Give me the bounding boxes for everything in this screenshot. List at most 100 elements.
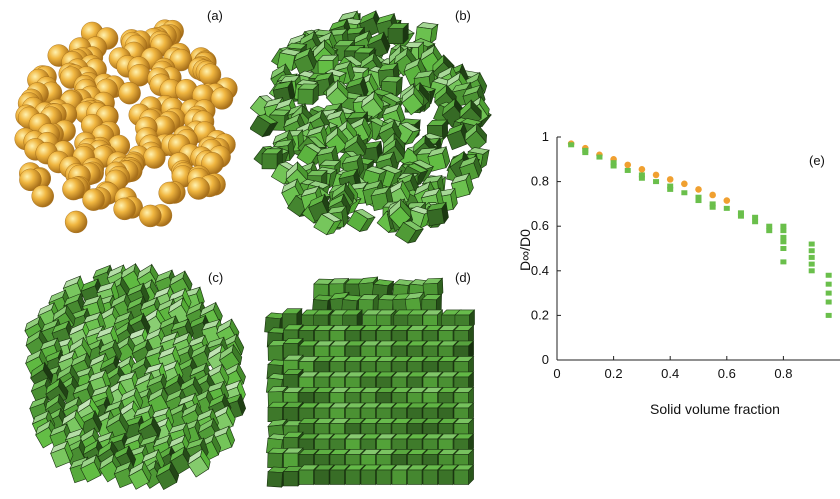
x-axis-label: Solid volume fraction bbox=[650, 401, 780, 417]
data-point-square bbox=[695, 194, 702, 200]
cube bbox=[50, 440, 74, 468]
cube bbox=[453, 464, 475, 486]
data-point-square bbox=[624, 167, 631, 173]
cube bbox=[387, 22, 410, 45]
scatter-chart: 0 0.2 0.4 0.6 0.8 0 0.2 0.4 0.6 0.8 1 (e) Solid vo… bbox=[517, 129, 840, 417]
data-point-square bbox=[610, 163, 617, 169]
data-point-square bbox=[638, 172, 645, 178]
data-point-square bbox=[766, 228, 773, 234]
y-axis-label: D∞/D0 bbox=[517, 229, 533, 271]
cube bbox=[317, 54, 339, 77]
data-point-circle bbox=[723, 197, 731, 204]
y-tick-label: 0.4 bbox=[531, 263, 549, 278]
cube bbox=[426, 201, 449, 227]
data-point-circle bbox=[624, 161, 632, 169]
sphere bbox=[113, 197, 136, 221]
x-tick-label: 0.8 bbox=[774, 366, 792, 381]
cube bbox=[414, 22, 439, 45]
data-point-square bbox=[808, 268, 815, 274]
data-point-square bbox=[808, 261, 815, 267]
data-point-square bbox=[737, 213, 744, 219]
chart-points bbox=[567, 140, 832, 318]
y-axis-label-text: D∞/D0 bbox=[517, 229, 533, 271]
data-point-square bbox=[638, 175, 645, 181]
data-point-square bbox=[825, 272, 832, 278]
cube bbox=[293, 47, 317, 76]
data-point-square bbox=[582, 150, 589, 156]
panel-a-label: (a) bbox=[207, 8, 223, 23]
data-point-square bbox=[653, 179, 660, 185]
cube bbox=[155, 461, 180, 491]
sphere bbox=[19, 168, 42, 192]
panel-e-label: (e) bbox=[809, 153, 825, 168]
sphere bbox=[158, 181, 181, 205]
data-point-square bbox=[568, 142, 575, 148]
panel-b: (b) bbox=[249, 0, 495, 245]
data-point-circle bbox=[666, 176, 674, 183]
data-point-square bbox=[737, 210, 744, 216]
x-tick-label: 0.6 bbox=[718, 366, 736, 381]
cube bbox=[346, 208, 376, 233]
cube bbox=[380, 75, 404, 98]
random-cube-packing-illustration bbox=[249, 10, 492, 244]
data-point-square bbox=[752, 214, 759, 220]
data-point-square bbox=[766, 223, 773, 229]
y-tick-label: 0.6 bbox=[531, 218, 549, 233]
data-point-square bbox=[681, 190, 688, 196]
data-point-circle bbox=[695, 186, 702, 193]
data-point-square bbox=[780, 228, 787, 234]
x-tick-label: 0 bbox=[553, 366, 560, 381]
y-tick-label: 1 bbox=[542, 129, 549, 144]
panel-c: (c) bbox=[0, 262, 250, 494]
cube bbox=[261, 148, 284, 170]
panel-d: (d) bbox=[250, 262, 495, 494]
data-point-square bbox=[610, 160, 617, 166]
sphere bbox=[187, 177, 210, 200]
cube bbox=[128, 461, 152, 490]
y-tick-label: 0 bbox=[542, 352, 549, 367]
x-tick-label: 0.2 bbox=[605, 366, 623, 381]
cube bbox=[361, 90, 384, 120]
data-point-square bbox=[825, 281, 832, 287]
chart-panel: 0 0.2 0.4 0.6 0.8 0 0.2 0.4 0.6 0.8 1 (e) Solid vo… bbox=[505, 120, 840, 420]
data-point-square bbox=[780, 246, 787, 251]
x-tick-label: 0.4 bbox=[661, 366, 679, 381]
y-tick-label: 0.2 bbox=[531, 307, 549, 322]
data-point-square bbox=[780, 239, 787, 245]
data-point-square bbox=[695, 198, 702, 204]
y-tick-label: 0.8 bbox=[531, 174, 549, 189]
panel-a: (a) bbox=[0, 0, 250, 245]
data-point-square bbox=[667, 186, 674, 192]
data-point-square bbox=[596, 154, 603, 160]
cube bbox=[219, 343, 243, 374]
partially-ordered-cube-packing-illustration bbox=[24, 262, 247, 491]
cube bbox=[297, 83, 320, 106]
data-point-circle bbox=[709, 191, 716, 199]
data-point-square bbox=[667, 183, 674, 189]
sphere bbox=[62, 177, 85, 201]
sphere bbox=[143, 146, 166, 169]
panel-b-label: (b) bbox=[455, 8, 471, 23]
data-point-square bbox=[825, 290, 832, 296]
sphere bbox=[118, 81, 141, 105]
sphere bbox=[31, 184, 54, 208]
cube bbox=[458, 155, 483, 183]
sphere bbox=[210, 87, 234, 110]
cube bbox=[464, 122, 487, 153]
cube bbox=[326, 79, 349, 110]
cube bbox=[249, 114, 279, 138]
data-point-square bbox=[709, 201, 716, 207]
data-point-square bbox=[780, 234, 787, 240]
cube bbox=[80, 454, 104, 483]
data-point-square bbox=[808, 248, 815, 254]
sphere-packing-illustration bbox=[14, 19, 238, 234]
data-point-square bbox=[808, 241, 815, 247]
data-point-square bbox=[825, 299, 832, 305]
cube bbox=[313, 212, 343, 236]
sphere bbox=[82, 188, 105, 211]
cube bbox=[187, 448, 211, 478]
data-point-square bbox=[825, 312, 832, 318]
cube bbox=[394, 220, 425, 244]
data-point-square bbox=[780, 259, 787, 265]
data-point-square bbox=[808, 254, 815, 260]
